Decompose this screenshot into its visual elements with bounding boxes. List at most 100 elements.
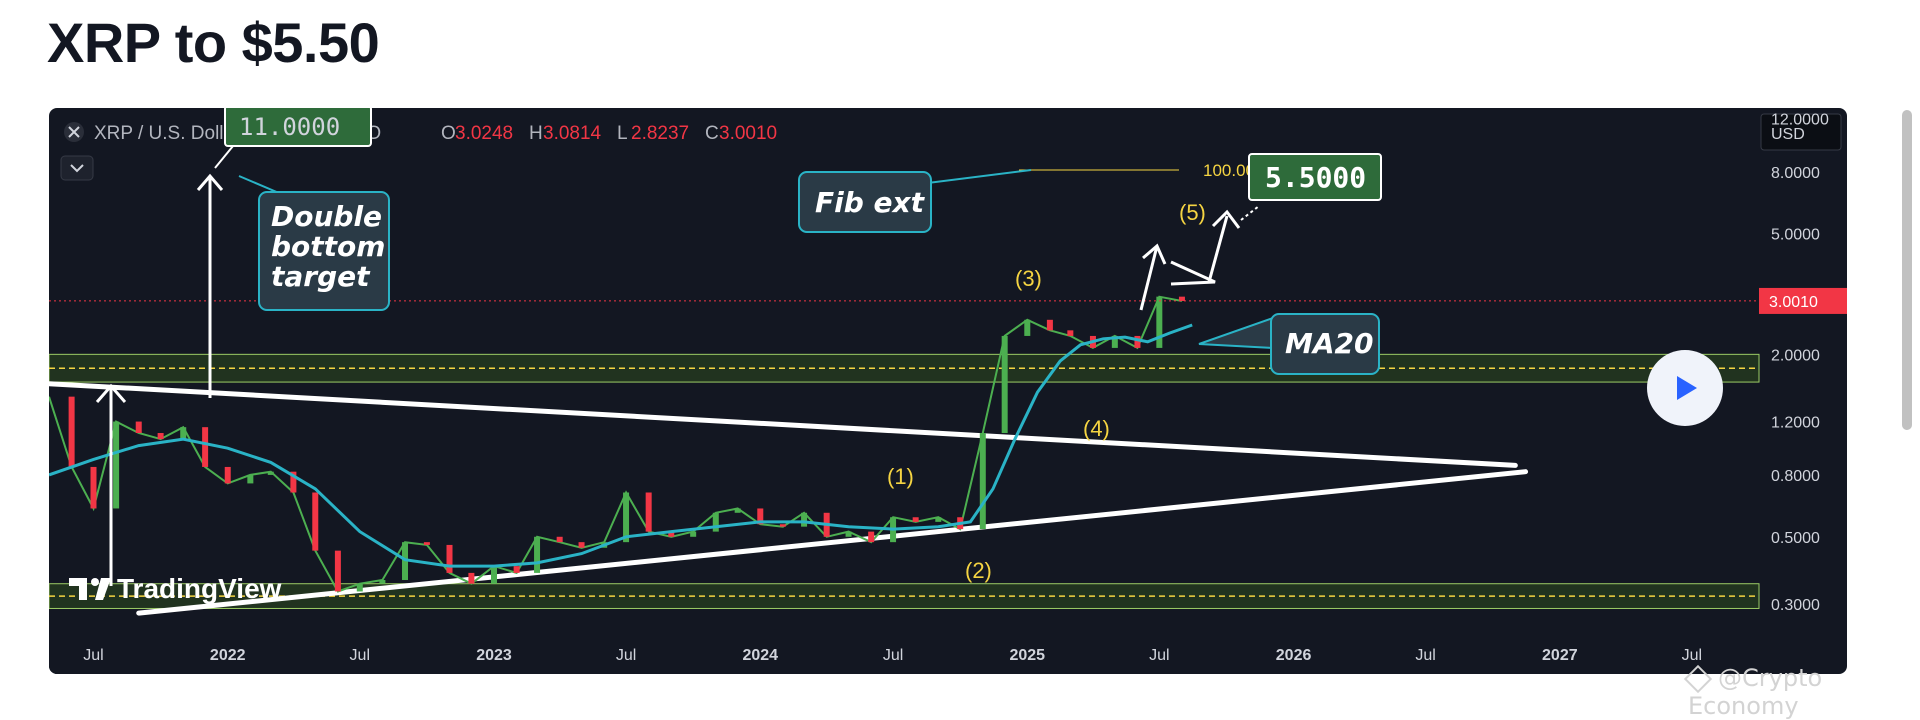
- ohlc-key: O: [441, 123, 456, 144]
- time-axis-tick: Jul: [1682, 647, 1702, 664]
- candle: [1156, 296, 1163, 348]
- time-axis-tick: Jul: [1415, 647, 1435, 664]
- watermark: @Crypto Economy: [1683, 664, 1920, 720]
- candle: [556, 536, 563, 543]
- ma20-label: MA20: [1285, 327, 1374, 360]
- wave-4: (4): [1083, 416, 1110, 441]
- ohlc-key: H: [529, 123, 543, 144]
- wave-labels: (1) (2) (3) (4) (5): [887, 200, 1206, 583]
- candle: [68, 396, 75, 467]
- price-chart[interactable]: XRP / U.S. Dollar · 1W · CRYPTO O3.0248H…: [49, 108, 1847, 674]
- candle: [290, 471, 297, 493]
- candle: [1111, 335, 1118, 348]
- chart-panel[interactable]: XRP / U.S. Dollar · 1W · CRYPTO O3.0248H…: [49, 108, 1847, 674]
- candle: [690, 531, 697, 537]
- watermark-text: @Crypto Economy: [1688, 664, 1823, 720]
- time-axis-tick: Jul: [616, 647, 636, 664]
- price-candles: [68, 296, 1185, 592]
- candle: [734, 508, 741, 513]
- price-axis-tick: 12.0000: [1771, 112, 1829, 129]
- time-axis-tick: Jul: [350, 647, 370, 664]
- candle: [779, 524, 786, 527]
- double-bottom-arrows: [95, 173, 224, 586]
- price-axis-tick: 5.0000: [1771, 227, 1820, 244]
- candle: [868, 531, 875, 543]
- time-axis-tick: 2026: [1276, 647, 1312, 664]
- price-axis-tick: 0.8000: [1771, 468, 1820, 485]
- candle: [1046, 319, 1053, 331]
- candle: [845, 531, 852, 537]
- candle: [202, 427, 209, 467]
- candle: [90, 466, 97, 509]
- time-axis-tick: 2022: [210, 647, 246, 664]
- time-axis-tick: Jul: [83, 647, 103, 664]
- candle: [912, 517, 919, 522]
- candle: [356, 583, 363, 592]
- target-price: 5.5000: [1265, 161, 1366, 194]
- tradingview-brand: TradingView: [117, 573, 282, 604]
- fib-ext-label: Fib ext: [815, 186, 926, 219]
- candle: [757, 508, 764, 525]
- candle: [801, 512, 808, 527]
- candle: [468, 572, 475, 584]
- wave-projection-arrows: [1139, 205, 1260, 311]
- price-axis[interactable]: 12.0000 8.0000 5.0000 2.0000 1.2000 0.8000 0.5…: [1771, 112, 1829, 614]
- candle: [135, 421, 142, 434]
- double-bottom-line3: target: [271, 260, 371, 293]
- time-axis-tick: 2024: [742, 647, 778, 664]
- ohlc-key: L: [617, 123, 628, 144]
- candle: [645, 492, 652, 532]
- candle: [1001, 335, 1008, 434]
- close-icon-glyph: [68, 126, 80, 138]
- ohlc-key: C: [705, 123, 719, 144]
- double-bottom-callout: Double bottom target: [238, 175, 390, 311]
- time-axis-bg: [49, 636, 1759, 674]
- candle: [113, 421, 120, 509]
- candle: [446, 544, 453, 573]
- ohlc-value: 3.0010: [719, 123, 777, 144]
- candle: [267, 471, 274, 475]
- page-title: XRP to $5.50: [47, 11, 380, 74]
- time-axis-tick: 2023: [476, 647, 512, 664]
- ohlc-value: 3.0248: [455, 123, 513, 144]
- candle: [1067, 330, 1074, 336]
- tradingview-logo: TradingView: [69, 573, 282, 604]
- double-bottom-line2: bottom: [271, 230, 385, 263]
- candle: [935, 517, 942, 522]
- candle: [1134, 335, 1141, 348]
- price-axis-tick: 0.3000: [1771, 597, 1820, 614]
- triangle-trendlines: [49, 381, 1529, 616]
- play-button[interactable]: [1647, 350, 1723, 426]
- time-axis[interactable]: Jul 2022 Jul 2023 Jul 2024 Jul 2025 Jul 2026 Jul 20…: [49, 636, 1759, 674]
- ohlc-readout: O 3.0248 H 3.0814 L 2.8237 C 3.0010: [441, 123, 777, 144]
- price-axis-tick: 8.0000: [1771, 165, 1820, 182]
- candle: [334, 550, 341, 592]
- candle: [180, 427, 187, 440]
- candle: [491, 566, 498, 584]
- candle: [247, 474, 254, 484]
- wave-3: (3): [1015, 266, 1042, 291]
- trendline-upper: [49, 381, 1518, 468]
- double-bottom-price-tag: 11.0000: [214, 108, 372, 169]
- page-scrollbar[interactable]: [1902, 110, 1912, 430]
- price-series: [49, 295, 1183, 593]
- candle: [312, 492, 319, 551]
- price-axis-tick: 1.2000: [1771, 415, 1820, 432]
- double-bottom-line1: Double: [271, 200, 382, 233]
- candle: [513, 566, 520, 573]
- candle: [979, 433, 986, 530]
- double-bottom-price: 11.0000: [239, 113, 340, 141]
- chevron-down-button[interactable]: [60, 155, 94, 181]
- wave-1: (1): [887, 464, 914, 489]
- currency-selector[interactable]: USD: [1760, 113, 1842, 151]
- ma20-line: [49, 323, 1193, 568]
- candle: [379, 580, 386, 584]
- support-zones: [49, 353, 1760, 609]
- time-axis-tick: Jul: [883, 647, 903, 664]
- currency-label: USD: [1771, 126, 1805, 143]
- candle: [157, 433, 164, 440]
- play-icon: [1677, 376, 1697, 400]
- ohlc-value: 3.0814: [543, 123, 602, 144]
- candle: [578, 542, 585, 548]
- wave-5: (5): [1179, 200, 1206, 225]
